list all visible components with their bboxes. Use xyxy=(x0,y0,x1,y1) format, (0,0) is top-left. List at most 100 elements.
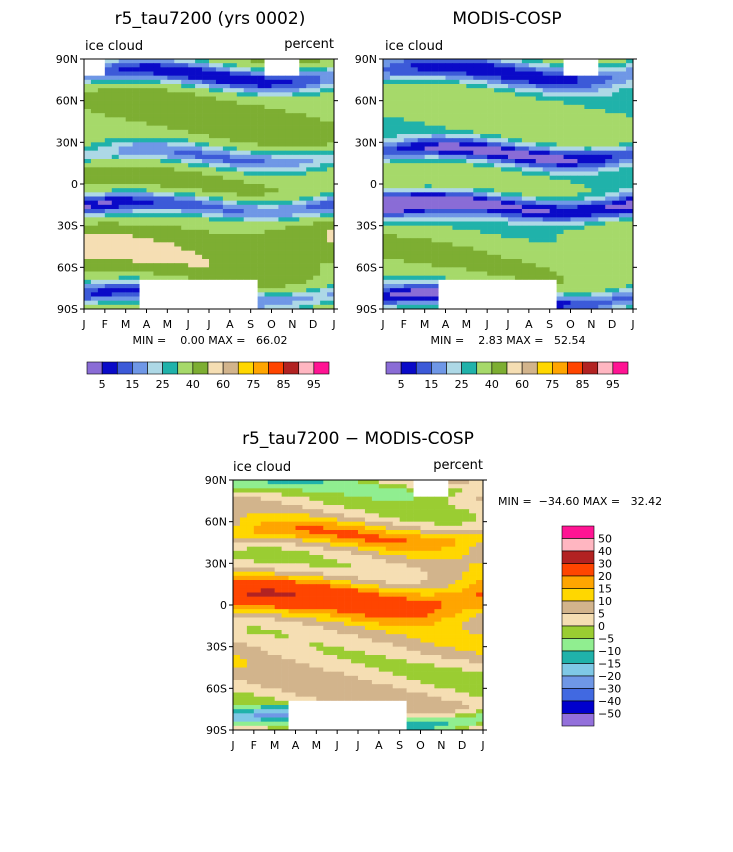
heatmap-cell xyxy=(209,63,217,68)
heatmap-cell xyxy=(174,125,182,131)
heatmap-cell xyxy=(202,263,210,268)
heatmap-cell xyxy=(431,134,439,139)
heatmap-cell xyxy=(139,175,147,181)
heatmap-cell xyxy=(577,134,585,139)
heatmap-cell xyxy=(410,138,419,143)
heatmap-cell xyxy=(424,134,432,139)
heatmap-cell xyxy=(327,79,335,85)
heatmap-cell xyxy=(605,271,613,276)
heatmap-cell xyxy=(389,117,398,122)
heatmap-cell xyxy=(188,200,196,206)
heatmap-cell xyxy=(118,146,126,151)
heatmap-cell xyxy=(84,134,92,139)
heatmap-cell xyxy=(417,292,425,297)
heatmap-cell xyxy=(528,71,537,76)
heatmap-cell xyxy=(181,146,189,151)
heatmap-cell xyxy=(167,263,175,268)
heatmap-cell xyxy=(327,213,335,218)
heatmap-cell xyxy=(125,196,133,201)
heatmap-cell xyxy=(160,63,168,68)
heatmap-cell xyxy=(469,530,477,535)
heatmap-cell xyxy=(605,296,613,301)
heatmap-cell xyxy=(320,254,328,260)
heatmap-cell xyxy=(246,538,255,543)
heatmap-cell xyxy=(556,267,564,272)
heatmap-cell xyxy=(188,250,196,256)
heatmap-cell xyxy=(313,150,321,156)
heatmap-cell xyxy=(438,259,446,264)
heatmap-cell xyxy=(626,84,634,89)
heatmap-cell xyxy=(174,179,182,185)
heatmap-cell xyxy=(153,296,161,301)
heatmap-cell xyxy=(591,125,599,131)
heatmap-cell xyxy=(250,175,258,181)
heatmap-cell xyxy=(459,279,467,285)
heatmap-cell xyxy=(285,196,293,201)
heatmap-cell xyxy=(215,225,224,231)
heatmap-cell xyxy=(160,88,168,93)
heatmap-cell xyxy=(250,159,258,164)
heatmap-cell xyxy=(487,88,495,93)
heatmap-cell xyxy=(619,284,627,289)
heatmap-cell xyxy=(195,100,203,106)
heatmap-cell xyxy=(233,538,241,543)
heatmap-cell xyxy=(111,296,120,301)
heatmap-cell xyxy=(271,209,279,214)
heatmap-cell xyxy=(90,75,99,81)
heatmap-cell xyxy=(167,284,175,289)
heatmap-cell xyxy=(598,188,606,193)
x-tick-label: D xyxy=(608,318,616,331)
panel-model-left-label: ice cloud xyxy=(85,39,143,54)
heatmap-cell xyxy=(111,96,120,101)
heatmap-cell xyxy=(438,192,446,197)
heatmap-cell xyxy=(181,63,189,68)
heatmap-cell xyxy=(577,100,585,106)
heatmap-cell xyxy=(508,225,516,231)
heatmap-cell xyxy=(330,513,338,518)
heatmap-cell xyxy=(389,167,398,172)
heatmap-cell xyxy=(222,63,231,68)
heatmap-cell xyxy=(330,534,338,539)
heatmap-cell xyxy=(385,517,394,522)
heatmap-cell xyxy=(229,279,238,285)
heatmap-cell xyxy=(605,213,613,218)
heatmap-cell xyxy=(605,96,613,101)
heatmap-cell xyxy=(459,238,467,243)
colorbar-swatch xyxy=(101,361,118,375)
heatmap-cell xyxy=(174,259,182,264)
heatmap-cell xyxy=(139,271,147,276)
heatmap-cell xyxy=(139,63,147,68)
heatmap-cell xyxy=(264,134,272,139)
heatmap-cell xyxy=(438,75,446,81)
heatmap-cell xyxy=(153,159,161,164)
heatmap-cell xyxy=(385,500,394,506)
heatmap-cell xyxy=(118,271,126,276)
heatmap-cell xyxy=(591,154,599,160)
heatmap-cell xyxy=(469,488,477,493)
heatmap-cell xyxy=(288,513,296,518)
heatmap-cell xyxy=(181,288,189,293)
heatmap-cell xyxy=(396,100,405,106)
heatmap-cell xyxy=(243,238,251,243)
heatmap-cell xyxy=(494,117,502,122)
heatmap-cell xyxy=(431,254,439,260)
heatmap-cell xyxy=(480,263,488,268)
heatmap-cell xyxy=(605,109,613,114)
heatmap-cell xyxy=(445,279,453,285)
heatmap-cell xyxy=(278,192,286,197)
heatmap-cell xyxy=(202,125,210,131)
heatmap-cell xyxy=(222,225,231,231)
heatmap-cell xyxy=(556,209,564,214)
heatmap-cell xyxy=(501,221,509,226)
heatmap-cell xyxy=(209,171,217,176)
heatmap-cell xyxy=(132,217,140,222)
heatmap-cell xyxy=(403,96,412,101)
heatmap-cell xyxy=(316,496,324,502)
heatmap-cell xyxy=(313,292,321,297)
heatmap-cell xyxy=(396,292,405,297)
heatmap-cell xyxy=(97,267,106,272)
heatmap-cell xyxy=(455,517,463,522)
heatmap-cell xyxy=(473,254,481,260)
heatmap-cell xyxy=(299,279,307,285)
heatmap-cell xyxy=(521,238,530,243)
